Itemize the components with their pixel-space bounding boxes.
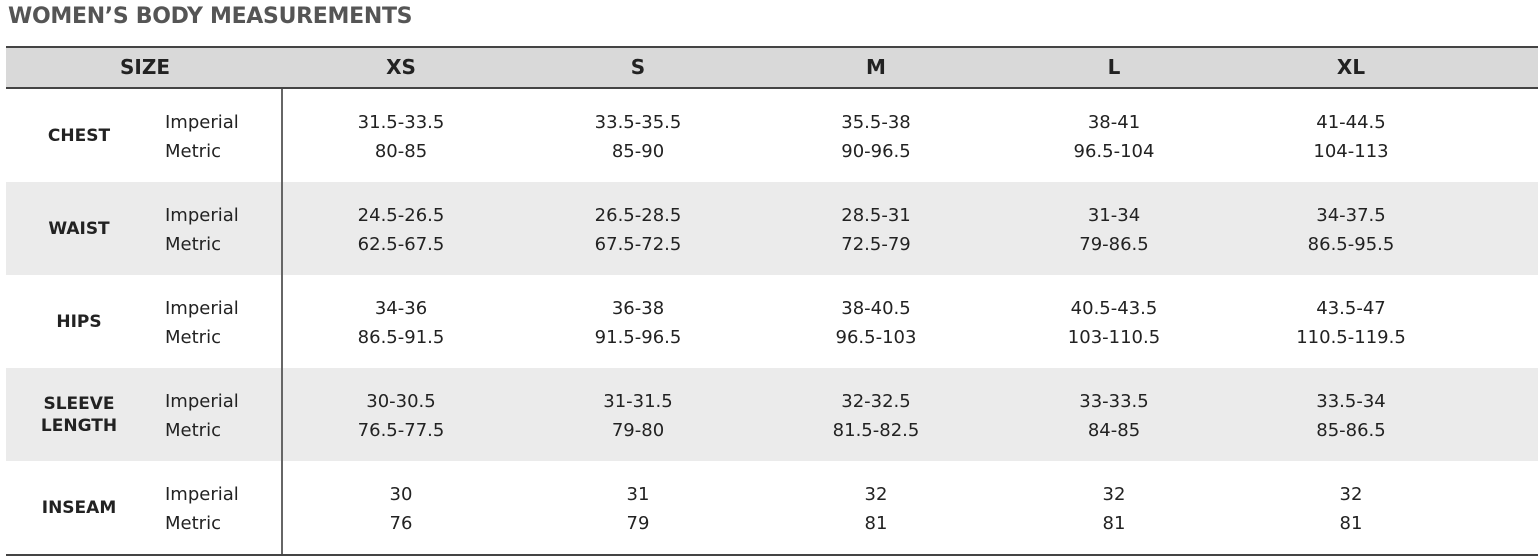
measurement: 104-113 — [1313, 141, 1389, 162]
unit-label: Metric — [165, 327, 221, 348]
bottom-border — [6, 554, 1538, 556]
measurement: 79-86.5 — [1079, 234, 1149, 255]
table-row — [6, 461, 1538, 554]
measurement: 72.5-79 — [841, 234, 911, 255]
measurement: 81 — [1102, 513, 1126, 534]
measurement: 32 — [1102, 484, 1126, 505]
measurement: 31.5-33.5 — [357, 112, 445, 133]
measurement: 103-110.5 — [1067, 327, 1161, 348]
measurement: 81.5-82.5 — [832, 420, 920, 441]
measurement: 91.5-96.5 — [594, 327, 682, 348]
measurement: 80-85 — [374, 141, 428, 162]
header-cell: M — [866, 55, 886, 79]
measurement: 85-90 — [611, 141, 665, 162]
measurement: 110.5-119.5 — [1296, 327, 1406, 348]
measurement: 38-41 — [1087, 112, 1141, 133]
row-label: INSEAM — [41, 497, 117, 518]
measurement: 76.5-77.5 — [357, 420, 445, 441]
table-row — [6, 275, 1538, 368]
measurement: 81 — [864, 513, 888, 534]
measurement: 86.5-95.5 — [1307, 234, 1395, 255]
unit-label: Metric — [165, 141, 221, 162]
header-cell: SIZE — [119, 55, 170, 79]
header-cell: XL — [1336, 55, 1366, 79]
measurement: 32 — [1339, 484, 1363, 505]
measurement: 34-36 — [374, 298, 428, 319]
measurement: 90-96.5 — [841, 141, 911, 162]
measurement: 79 — [626, 513, 650, 534]
measurement: 35.5-38 — [841, 112, 911, 133]
measurement: 96.5-104 — [1073, 141, 1155, 162]
unit-label: Imperial — [165, 298, 239, 319]
measurement: 76 — [389, 513, 413, 534]
header-cell: L — [1107, 55, 1121, 79]
measurement: 24.5-26.5 — [357, 205, 445, 226]
measurement: 31 — [626, 484, 650, 505]
measurement: 33.5-35.5 — [594, 112, 682, 133]
measurement: 30-30.5 — [366, 391, 436, 412]
measurement: 43.5-47 — [1316, 298, 1386, 319]
measurement: 85-86.5 — [1316, 420, 1386, 441]
row-label: CHEST — [47, 125, 111, 146]
unit-label: Imperial — [165, 112, 239, 133]
header-cell: XS — [386, 55, 416, 79]
table-row — [6, 368, 1538, 461]
measurement: 36-38 — [611, 298, 665, 319]
measurement: 96.5-103 — [835, 327, 917, 348]
measurement: 86.5-91.5 — [357, 327, 445, 348]
unit-label: Imperial — [165, 391, 239, 412]
measurement: 84-85 — [1087, 420, 1141, 441]
measurement: 67.5-72.5 — [594, 234, 682, 255]
row-label: SLEEVE LENGTH — [40, 393, 118, 436]
measurement: 38-40.5 — [841, 298, 911, 319]
measurement: 26.5-28.5 — [594, 205, 682, 226]
column-divider — [281, 89, 283, 554]
page-title: WOMEN’S BODY MEASUREMENTS — [8, 4, 413, 29]
header-cell: S — [630, 55, 646, 79]
measurement: 81 — [1339, 513, 1363, 534]
table-row — [6, 182, 1538, 275]
header-row — [6, 46, 1538, 89]
measurement: 32-32.5 — [841, 391, 911, 412]
measurement: 41-44.5 — [1316, 112, 1386, 133]
measurement: 33-33.5 — [1079, 391, 1149, 412]
measurement: 34-37.5 — [1316, 205, 1386, 226]
unit-label: Imperial — [165, 205, 239, 226]
measurement: 30 — [389, 484, 413, 505]
unit-label: Metric — [165, 420, 221, 441]
table-row — [6, 89, 1538, 182]
row-label: WAIST — [48, 218, 110, 239]
measurement: 31-34 — [1087, 205, 1141, 226]
measurement: 32 — [864, 484, 888, 505]
row-label: HIPS — [56, 311, 102, 332]
measurement: 31-31.5 — [603, 391, 673, 412]
unit-label: Metric — [165, 513, 221, 534]
measurement: 33.5-34 — [1316, 391, 1386, 412]
unit-label: Imperial — [165, 484, 239, 505]
measurement: 62.5-67.5 — [357, 234, 445, 255]
measurement: 28.5-31 — [841, 205, 911, 226]
measurement: 40.5-43.5 — [1070, 298, 1158, 319]
measurement: 79-80 — [611, 420, 665, 441]
unit-label: Metric — [165, 234, 221, 255]
